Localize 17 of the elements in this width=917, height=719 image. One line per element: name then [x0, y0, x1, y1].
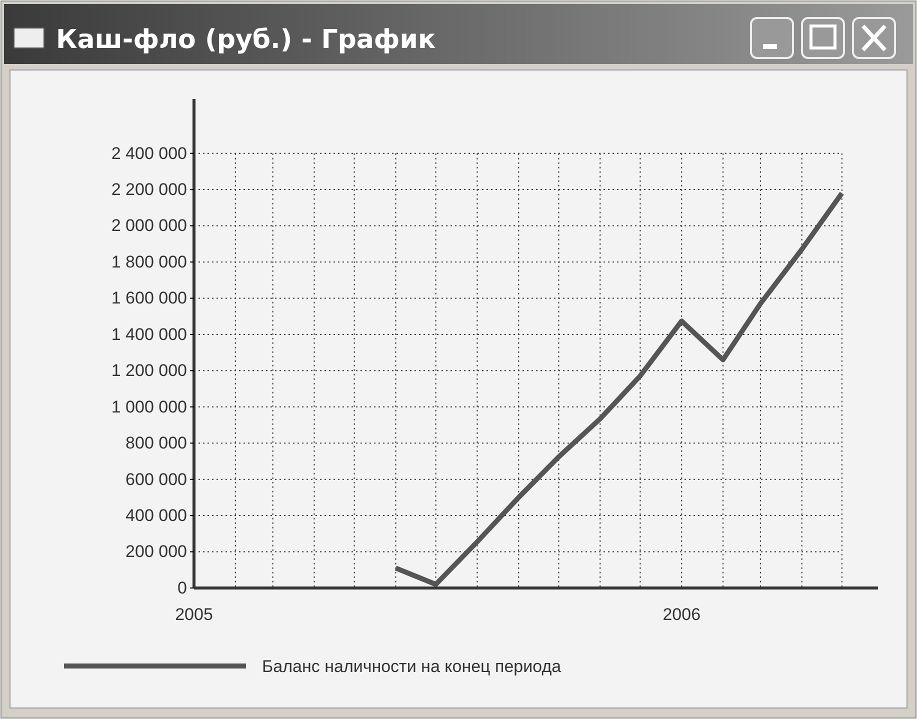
x-tick-label: 2005 [175, 605, 213, 624]
text: Баланс наличности на конец периода [262, 657, 562, 676]
y-tick-label: 400 000 [126, 506, 187, 525]
y-tick-label: 200 000 [126, 542, 187, 562]
y-tick-label: 600 000 [126, 470, 187, 489]
y-tick-label: 1 800 000 [111, 252, 187, 272]
y-tick-label: 1 600 000 [111, 288, 187, 308]
y-tick-label: 2 200 000 [111, 180, 187, 199]
y-tick-label: 2 400 000 [111, 144, 187, 163]
y-tick-label: 1 400 000 [111, 324, 187, 344]
y-tick-label: 800 000 [126, 434, 187, 453]
y-tick-label: 0 [178, 578, 187, 598]
y-tick-label: 1 000 000 [111, 397, 187, 416]
x-tick-label: 2006 [662, 605, 701, 624]
y-tick-label: 2 000 000 [111, 216, 187, 236]
y-tick-label: 1 200 000 [111, 361, 187, 380]
chart-title: Каш-фло (руб.) - График [56, 25, 436, 55]
